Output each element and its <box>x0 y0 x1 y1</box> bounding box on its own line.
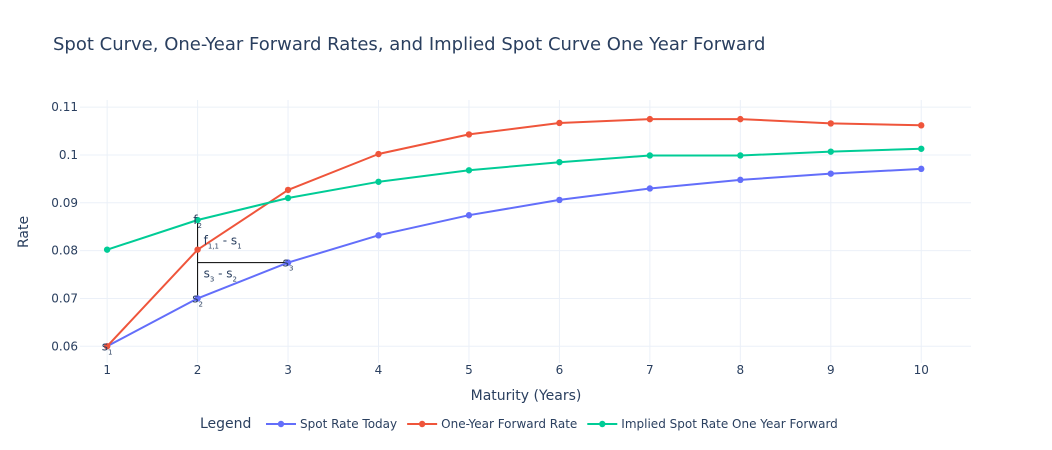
x-tick-label: 6 <box>556 363 564 377</box>
grid-layer <box>80 100 971 363</box>
legend-label: Implied Spot Rate One Year Forward <box>621 417 837 431</box>
x-tick-label: 4 <box>375 363 383 377</box>
legend[interactable]: Legend Spot Rate Today One-Year Forward Ra… <box>200 416 838 432</box>
legend-item[interactable]: Implied Spot Rate One Year Forward <box>587 417 838 431</box>
series-line <box>106 147 922 251</box>
data-point[interactable] <box>375 178 382 185</box>
data-point[interactable] <box>918 145 925 152</box>
x-tick-label: 10 <box>914 363 929 377</box>
legend-item[interactable]: One-Year Forward Rate <box>407 417 577 431</box>
x-axis-title: Maturity (Years) <box>471 388 582 404</box>
legend-swatch-marker <box>599 420 606 428</box>
y-tick-label: 0.1 <box>59 148 78 162</box>
data-point[interactable] <box>918 122 925 129</box>
data-point[interactable] <box>556 196 563 204</box>
shape-layer <box>197 220 289 299</box>
data-point[interactable] <box>103 343 111 350</box>
data-point[interactable] <box>194 246 201 253</box>
data-point[interactable] <box>737 115 744 123</box>
x-tick-label: 1 <box>103 363 111 377</box>
data-point[interactable] <box>465 131 473 138</box>
data-point[interactable] <box>556 119 563 127</box>
data-point[interactable] <box>827 120 834 127</box>
y-tick-label: 0.11 <box>51 100 78 114</box>
y-tick-label: 0.09 <box>51 196 78 210</box>
y-tick-label: 0.07 <box>51 291 78 305</box>
series-1 <box>103 165 925 350</box>
data-point[interactable] <box>646 185 654 192</box>
data-point[interactable] <box>284 194 292 202</box>
x-tick-label: 7 <box>646 363 654 377</box>
legend-title: Legend <box>200 416 251 432</box>
y-axis-title: Rate <box>16 216 32 248</box>
tick-layer: 1 2 3 4 5 6 7 8 9 10 0.06 0.07 0.08 0.09 0.1 0.11 <box>51 100 929 377</box>
y-tick-label: 0.08 <box>51 244 78 258</box>
x-tick-label: 2 <box>194 363 202 377</box>
data-point[interactable] <box>827 148 834 155</box>
data-point[interactable] <box>375 232 382 239</box>
annotation-label: f1,1 - s1 <box>204 234 242 251</box>
x-tick-label: 3 <box>284 363 292 377</box>
chart-title: Spot Curve, One-Year Forward Rates, and … <box>53 34 765 55</box>
legend-item[interactable]: Spot Rate Today <box>266 417 397 431</box>
x-tick-label: 5 <box>465 363 473 377</box>
data-point[interactable] <box>827 170 834 177</box>
data-point[interactable] <box>646 115 654 123</box>
series-line <box>106 118 922 347</box>
series-2 <box>103 115 925 350</box>
legend-swatch-marker <box>418 420 426 428</box>
data-point[interactable] <box>556 158 563 166</box>
series-3 <box>103 145 925 253</box>
data-point[interactable] <box>284 186 292 194</box>
annotation-label: s3 <box>283 256 294 273</box>
y-tick-label: 0.06 <box>51 339 78 353</box>
data-point[interactable] <box>194 216 201 224</box>
data-point[interactable] <box>375 150 382 158</box>
data-point[interactable] <box>918 165 925 173</box>
data-point[interactable] <box>737 152 744 159</box>
annotation-label: s1 <box>102 339 113 356</box>
series-line <box>106 167 922 348</box>
series-layer <box>103 115 925 350</box>
x-tick-label: 8 <box>737 363 745 377</box>
data-point[interactable] <box>465 167 473 174</box>
annotation-label: s3 - s2 <box>204 267 237 284</box>
annotation-label: s2 <box>192 291 203 308</box>
data-point[interactable] <box>646 152 654 159</box>
annotation-label: f2 <box>193 213 202 230</box>
legend-swatch-marker <box>277 420 285 428</box>
data-point[interactable] <box>103 246 111 253</box>
data-point[interactable] <box>194 295 201 302</box>
legend-label: One-Year Forward Rate <box>441 417 577 431</box>
data-point[interactable] <box>465 212 473 219</box>
x-tick-label: 9 <box>827 363 835 377</box>
annotation-layer: s1 f2 s2 s3 f1,1 - s1 s3 - s2 <box>102 213 294 356</box>
data-point[interactable] <box>737 176 744 184</box>
data-point[interactable] <box>284 259 292 266</box>
legend-label: Spot Rate Today <box>300 417 397 431</box>
